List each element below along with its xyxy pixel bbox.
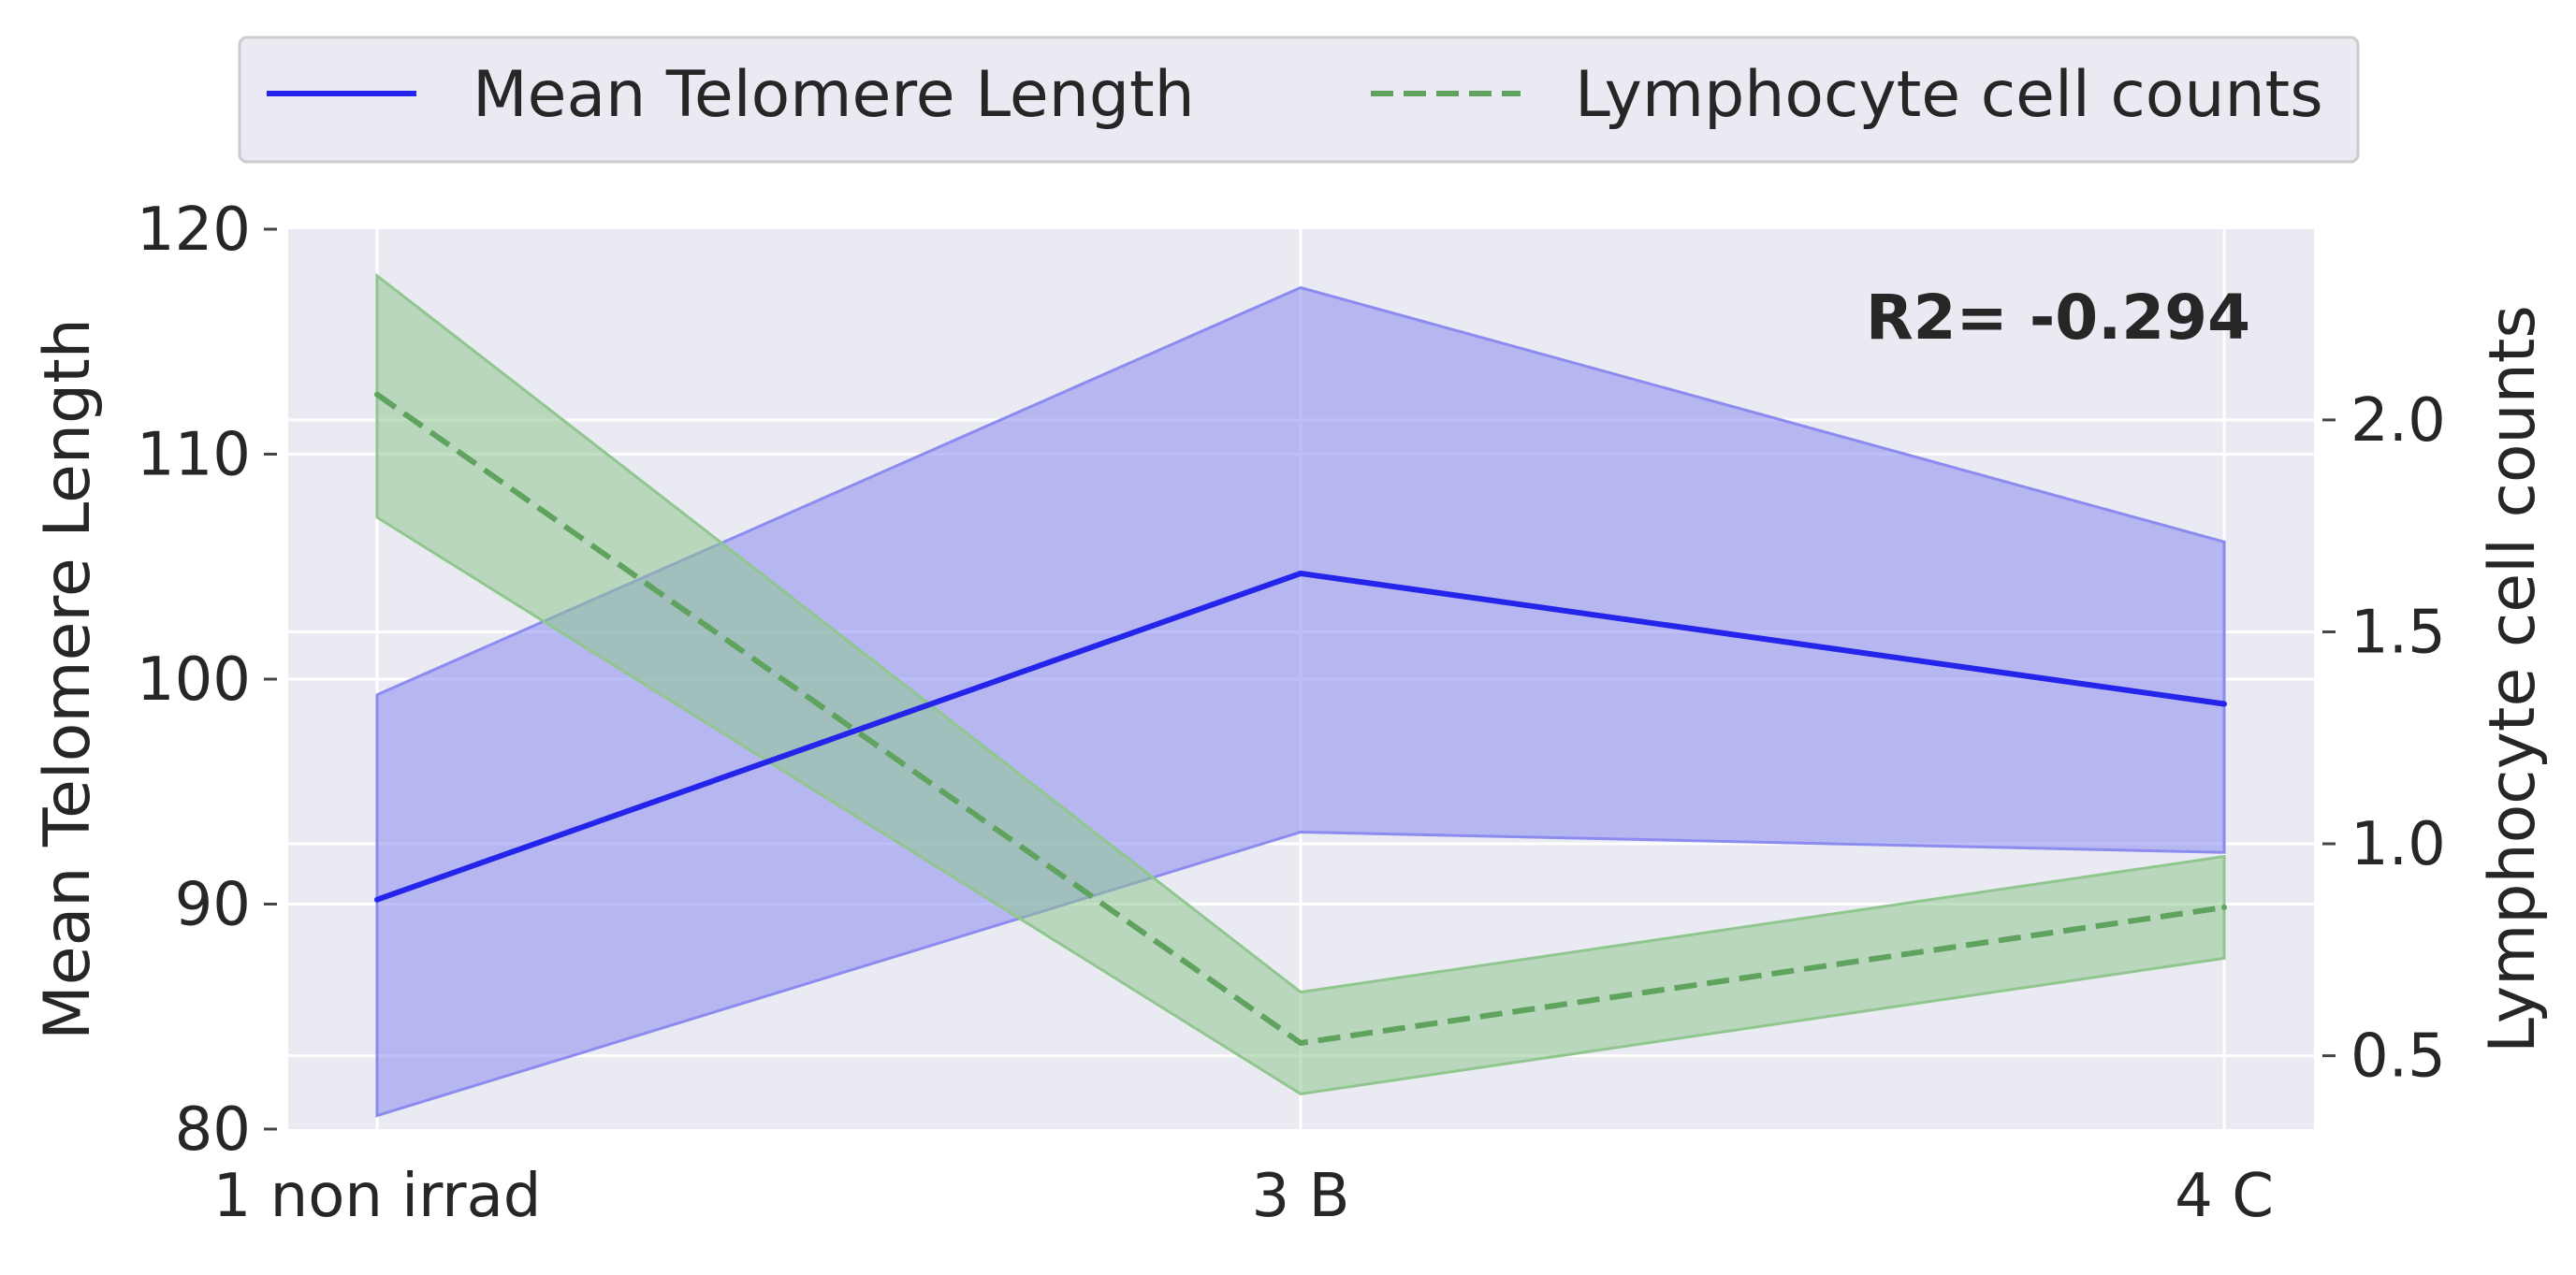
confidence-bands: [375, 272, 2226, 1118]
point-mean-telomere-length: [2221, 701, 2227, 707]
point-lymphocyte-cell-counts: [374, 391, 380, 398]
y-right-tick-label: 1.5: [2350, 598, 2446, 667]
x-tick-label: 3 B: [1252, 1162, 1350, 1231]
legend: Mean Telomere Length Lymphocyte cell cou…: [238, 36, 2360, 164]
r2-annotation: R2= -0.294: [1866, 282, 2250, 354]
point-lymphocyte-cell-counts: [2221, 905, 2227, 910]
y-right-tick-label: 1.0: [2350, 810, 2446, 879]
y-right-axis-title: Lymphocyte cell counts: [2476, 305, 2550, 1053]
y-left-tick-label: 100: [137, 645, 251, 715]
band-mean-telomere-length: [375, 285, 2226, 1118]
x-tick-label: 1 non irrad: [213, 1162, 542, 1231]
band-lymphocyte-cell-counts: [375, 272, 2226, 1095]
point-lymphocyte-cell-counts: [1298, 1040, 1303, 1046]
point-mean-telomere-length: [374, 896, 380, 903]
legend-label-lymphocyte-cell-counts: Lymphocyte cell counts: [1575, 58, 2323, 132]
y-right-tick-label: 2.0: [2350, 386, 2446, 456]
x-tick-label: 4 C: [2175, 1162, 2274, 1231]
y-left-axis-title: Mean Telomere Length: [31, 318, 105, 1040]
series-lines: [374, 391, 2227, 1046]
y-left-tick-label: 120: [137, 196, 251, 265]
point-mean-telomere-length: [1298, 571, 1303, 576]
y-left-tick-label: 90: [175, 871, 251, 940]
legend-label-mean-telomere-length: Mean Telomere Length: [473, 58, 1195, 132]
y-left-tick-label: 80: [175, 1095, 251, 1165]
legend-box: [238, 36, 2360, 164]
ticks: 1 non irrad 3 B 4 C 80 90 100 110 120 0.5 1.0 1.5 2…: [137, 196, 2446, 1231]
y-right-tick-label: 0.5: [2350, 1022, 2446, 1092]
y-left-tick-label: 110: [137, 421, 251, 490]
